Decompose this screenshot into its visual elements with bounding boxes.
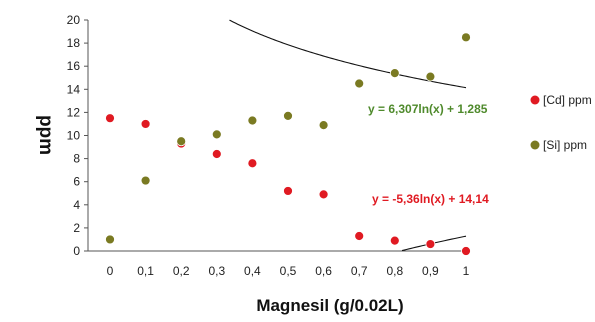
y-tick-label: 8 [73,152,80,166]
point-si [461,32,471,43]
x-tick-label: 0,8 [386,264,403,278]
trendline-cd [229,19,467,89]
y-tick-label: 6 [73,175,80,189]
y-axis-label: ppm [35,115,56,155]
legend-label-cd: [Cd] ppm [543,93,592,107]
point-cd [105,113,115,124]
point-si [176,136,187,147]
x-tick-label: 0,4 [244,264,261,278]
x-tick-label: 0,7 [351,264,368,278]
x-tick-label: 1 [463,264,470,278]
y-tick-label: 20 [67,13,81,27]
legend-label-si: [Si] ppm [543,138,587,152]
legend: [Cd] ppm [Si] ppm [530,93,592,152]
x-axis-label: Magnesil (g/0.02L) [256,296,403,315]
point-si [425,71,436,82]
y-tick-label: 0 [73,244,80,258]
y-tick-label: 14 [67,82,81,96]
point-si [211,129,222,140]
point-si [318,120,329,131]
y-tick-label: 2 [73,221,80,235]
point-cd [389,235,400,246]
trendline-equation-cd: y = -5,36ln(x) + 14,14 [372,192,489,206]
trendline-equation-si: y = 6,307ln(x) + 1,285 [368,102,488,116]
axes [84,19,466,252]
point-si [247,115,258,126]
point-cd [425,239,436,249]
point-cd [461,246,471,256]
x-tick-label: 0,9 [422,264,439,278]
point-cd [318,189,329,200]
point-cd [283,186,293,196]
x-tick-label: 0,3 [208,264,225,278]
y-tick-label: 4 [73,198,80,212]
point-si [140,175,151,186]
x-tick-label: 0,5 [280,264,297,278]
legend-marker-cd [530,95,540,105]
point-si [354,78,365,89]
point-si [389,68,400,79]
point-cd [140,119,151,129]
x-tick-label: 0 [107,264,114,278]
y-tick-label: 10 [67,129,81,143]
point-cd [354,231,365,241]
x-tick-label: 0,2 [173,264,190,278]
data-points [105,32,471,256]
point-si [105,234,115,245]
x-tick-label: 0,6 [315,264,332,278]
point-cd [211,149,222,159]
point-si [283,110,293,121]
trendlines [229,19,467,252]
point-cd [247,158,258,169]
y-tick-label: 12 [67,105,81,119]
y-tick-label: 18 [67,36,81,50]
x-tick-label: 0,1 [137,264,154,278]
y-tick-label: 16 [67,59,81,73]
x-tick-labels: 0 0,1 0,2 0,3 0,4 0,5 0,6 0,7 0,8 0,9 1 [107,264,470,278]
legend-marker-si [530,140,540,150]
y-tick-labels: 0 2 4 6 8 10 12 14 16 18 20 [67,13,81,258]
